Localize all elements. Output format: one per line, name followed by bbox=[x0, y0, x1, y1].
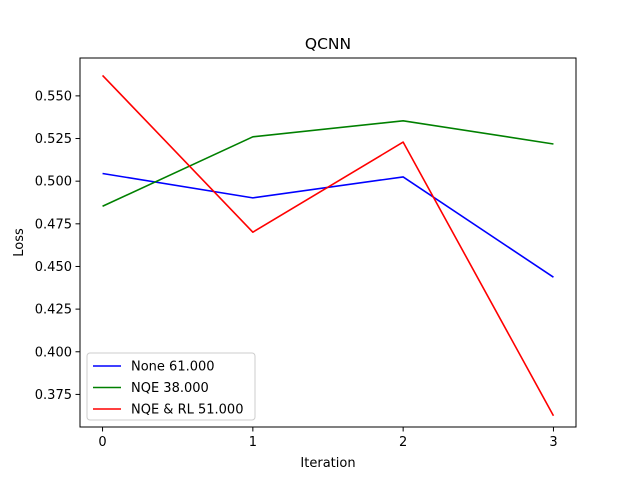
y-tick-label: 0.400 bbox=[35, 345, 72, 360]
y-tick-label: 0.475 bbox=[35, 217, 72, 232]
series-line-3 bbox=[101, 74, 555, 417]
y-tick-label: 0.500 bbox=[35, 175, 72, 190]
x-axis-title: Iteration bbox=[300, 456, 355, 471]
x-axis: 0 1 2 3 bbox=[98, 427, 558, 450]
legend-label-1: None 61.000 bbox=[131, 360, 215, 375]
y-tick-label: 0.450 bbox=[35, 260, 72, 275]
y-tick-label: 0.550 bbox=[35, 89, 72, 104]
y-tick-label: 0.375 bbox=[35, 388, 72, 403]
chart-title: QCNN bbox=[305, 35, 351, 53]
series-layer bbox=[101, 74, 555, 417]
y-tick-label: 0.525 bbox=[35, 132, 72, 147]
y-tick-label: 0.425 bbox=[35, 303, 72, 318]
y-axis: 0.375 0.400 0.425 0.450 0.475 0.500 0.525 0.550 bbox=[35, 89, 80, 403]
y-axis-title: Loss bbox=[12, 228, 27, 257]
x-tick-label: 3 bbox=[549, 435, 557, 450]
legend: None 61.000 NQE 38.000 NQE & RL 51.000 bbox=[86, 352, 256, 421]
legend-label-2: NQE 38.000 bbox=[131, 381, 209, 396]
series-line-2 bbox=[102, 119, 554, 207]
plot-frame bbox=[79, 57, 577, 428]
legend-box bbox=[86, 352, 256, 421]
legend-label-3: NQE & RL 51.000 bbox=[131, 403, 243, 418]
x-tick-label: 0 bbox=[98, 435, 106, 450]
x-tick-label: 1 bbox=[249, 435, 257, 450]
x-tick-label: 2 bbox=[399, 435, 407, 450]
